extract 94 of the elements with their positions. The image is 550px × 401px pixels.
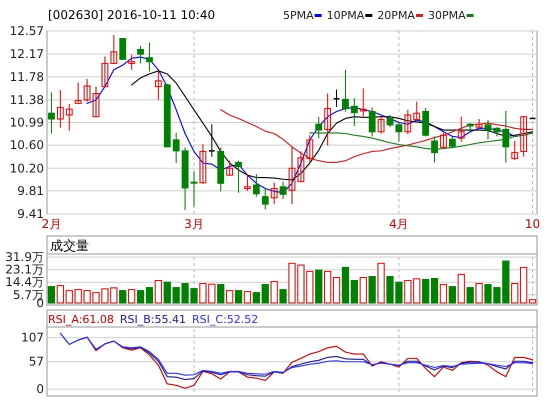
candlestick <box>56 90 64 128</box>
bar <box>466 287 474 304</box>
candlestick <box>119 37 126 60</box>
candlestick <box>208 124 216 158</box>
bar <box>448 286 456 304</box>
candlestick <box>332 88 340 108</box>
x-tick-label: 3月 <box>184 217 204 231</box>
y-tick-label: 10.99 <box>10 116 44 130</box>
y-tick-label: 57 <box>28 354 44 369</box>
candlestick <box>494 126 500 137</box>
y-tick-label: 23.1万 <box>5 262 44 277</box>
candlestick <box>146 42 153 72</box>
candlestick <box>270 182 278 205</box>
candlestick <box>200 143 206 184</box>
candlestick <box>520 116 528 158</box>
candlestick <box>226 160 234 176</box>
candlestick <box>422 108 430 137</box>
candlestick <box>128 54 136 70</box>
candlestick <box>511 140 518 161</box>
candlestick <box>262 187 269 210</box>
candlestick <box>448 136 456 148</box>
candlestick <box>84 78 90 102</box>
x-tick-label: 10 <box>524 217 540 231</box>
candlestick <box>404 109 412 135</box>
y-tick-label: 0 <box>36 382 44 396</box>
bar <box>146 287 154 304</box>
candlestick <box>288 146 296 205</box>
bar <box>395 282 403 304</box>
bar <box>368 276 376 304</box>
bar <box>315 270 322 304</box>
candlestick <box>92 86 100 118</box>
legend-label: 20PMA <box>377 9 416 22</box>
candlestick <box>413 101 420 121</box>
y-tick-label: 31.9万 <box>5 250 44 264</box>
candlestick <box>342 69 349 112</box>
x-tick-label: 4月 <box>389 217 409 231</box>
legend-label: 5PMA <box>283 9 314 22</box>
candlestick <box>66 103 73 132</box>
bar <box>484 284 492 304</box>
y-tick-label: 9.41 <box>17 207 44 221</box>
candlestick <box>315 116 322 139</box>
candlestick <box>252 174 260 198</box>
candlestick <box>324 93 332 146</box>
y-tick-label: 11.78 <box>10 70 44 84</box>
candlestick <box>306 134 314 162</box>
candlestick <box>431 136 438 163</box>
candlestick <box>350 98 358 126</box>
series-label: RSI_A:61.08 <box>48 313 114 326</box>
candlestick <box>360 88 367 117</box>
candlestick <box>102 56 108 88</box>
candlestick <box>458 116 465 142</box>
candlestick <box>154 71 162 100</box>
y-tick-label: 11.38 <box>10 92 44 107</box>
chart-title: 成交量 <box>50 238 89 254</box>
series-label: RSI_B:55.41 <box>120 313 186 326</box>
candlestick <box>172 132 180 164</box>
bar <box>234 290 242 304</box>
legend-label: 10PMA <box>326 9 365 22</box>
candlestick <box>298 150 304 183</box>
legend-label: 30PMA <box>428 9 466 22</box>
candlestick <box>235 160 242 194</box>
bar <box>279 289 287 304</box>
candlestick <box>386 114 394 128</box>
candlestick <box>137 46 144 64</box>
candlestick <box>74 82 82 104</box>
chart-title: [002630] 2016-10-11 10:40 <box>48 8 216 22</box>
bar <box>136 290 144 304</box>
candlestick <box>280 181 286 200</box>
y-tick-label: 12.17 <box>10 47 44 62</box>
bar <box>217 284 224 304</box>
candlestick <box>48 92 55 134</box>
x-tick-label: 2月 <box>42 217 62 231</box>
bar <box>190 288 198 304</box>
y-tick-label: 10.20 <box>10 161 44 176</box>
bar <box>119 290 126 304</box>
candlestick <box>244 174 251 192</box>
y-tick-label: 12.57 <box>10 24 44 38</box>
candlestick <box>440 132 447 148</box>
bar <box>386 276 394 304</box>
candlestick <box>484 120 492 140</box>
y-tick-label: 9.81 <box>17 184 44 198</box>
candlestick <box>476 118 482 129</box>
y-tick-label: 107 <box>21 330 44 345</box>
candlestick <box>190 171 198 207</box>
candlestick <box>396 122 402 142</box>
candlestick <box>378 116 384 134</box>
bar <box>48 286 56 304</box>
candlestick <box>502 110 510 163</box>
y-tick-label: 14.4万 <box>5 275 44 290</box>
y-tick-label: 10.60 <box>10 138 44 152</box>
text: RSI_C:52.52 <box>192 313 258 326</box>
candlestick <box>368 106 376 137</box>
line-series <box>220 109 534 164</box>
candlestick <box>110 34 118 65</box>
